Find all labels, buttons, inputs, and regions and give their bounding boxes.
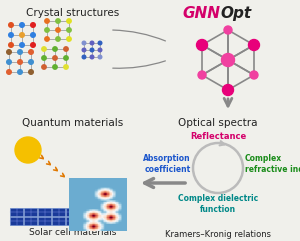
Text: Absorption
coefficient: Absorption coefficient: [143, 154, 191, 174]
Circle shape: [53, 65, 57, 69]
Bar: [24, 208, 37, 216]
Circle shape: [248, 40, 260, 51]
Circle shape: [90, 41, 94, 45]
Circle shape: [221, 54, 235, 67]
Circle shape: [9, 23, 13, 27]
Circle shape: [64, 56, 68, 60]
Bar: [52, 208, 65, 216]
Circle shape: [7, 70, 11, 74]
Text: Complex
refractive index: Complex refractive index: [245, 154, 300, 174]
Circle shape: [82, 41, 86, 45]
Circle shape: [42, 65, 46, 69]
Circle shape: [45, 28, 49, 32]
Circle shape: [98, 55, 102, 59]
Circle shape: [67, 28, 71, 32]
Circle shape: [67, 19, 71, 23]
Circle shape: [64, 47, 68, 51]
Circle shape: [20, 33, 24, 37]
Circle shape: [7, 60, 11, 64]
Circle shape: [56, 19, 60, 23]
Bar: [10, 208, 23, 216]
Bar: [66, 217, 79, 225]
Circle shape: [98, 48, 102, 52]
Circle shape: [53, 47, 57, 51]
Circle shape: [42, 47, 46, 51]
Circle shape: [20, 43, 24, 47]
Circle shape: [31, 43, 35, 47]
Circle shape: [31, 23, 35, 27]
Circle shape: [53, 56, 57, 60]
Text: GNN: GNN: [182, 6, 220, 21]
Circle shape: [64, 65, 68, 69]
Circle shape: [31, 33, 35, 37]
Text: Opt: Opt: [220, 6, 251, 21]
Circle shape: [29, 70, 33, 74]
Circle shape: [223, 85, 233, 95]
Circle shape: [224, 26, 232, 34]
Circle shape: [56, 28, 60, 32]
Circle shape: [29, 50, 33, 54]
Circle shape: [82, 55, 86, 59]
Bar: [52, 217, 65, 225]
Bar: [38, 217, 51, 225]
Circle shape: [20, 23, 24, 27]
Bar: [10, 217, 23, 225]
Circle shape: [90, 55, 94, 59]
Circle shape: [18, 70, 22, 74]
Circle shape: [198, 71, 206, 79]
Circle shape: [42, 56, 46, 60]
Text: Kramers–Kronig relations: Kramers–Kronig relations: [165, 230, 271, 239]
Circle shape: [82, 48, 86, 52]
Circle shape: [56, 37, 60, 41]
Text: Quantum materials: Quantum materials: [22, 118, 124, 128]
Circle shape: [90, 48, 94, 52]
Circle shape: [9, 33, 13, 37]
Bar: [38, 208, 51, 216]
Circle shape: [98, 41, 102, 45]
Circle shape: [67, 37, 71, 41]
Text: Solar cell materials: Solar cell materials: [29, 228, 117, 237]
Circle shape: [18, 60, 22, 64]
Circle shape: [18, 50, 22, 54]
Text: Complex dielectric
function: Complex dielectric function: [178, 194, 258, 214]
Bar: [24, 217, 37, 225]
Text: Optical spectra: Optical spectra: [178, 118, 258, 128]
Text: Reflectance: Reflectance: [190, 132, 246, 141]
Text: Crystal structures: Crystal structures: [26, 8, 120, 18]
Circle shape: [45, 19, 49, 23]
Circle shape: [7, 50, 11, 54]
Circle shape: [45, 37, 49, 41]
Circle shape: [9, 43, 13, 47]
Bar: [66, 208, 79, 216]
Circle shape: [196, 40, 208, 51]
Circle shape: [29, 60, 33, 64]
Circle shape: [15, 137, 41, 163]
Circle shape: [250, 71, 258, 79]
